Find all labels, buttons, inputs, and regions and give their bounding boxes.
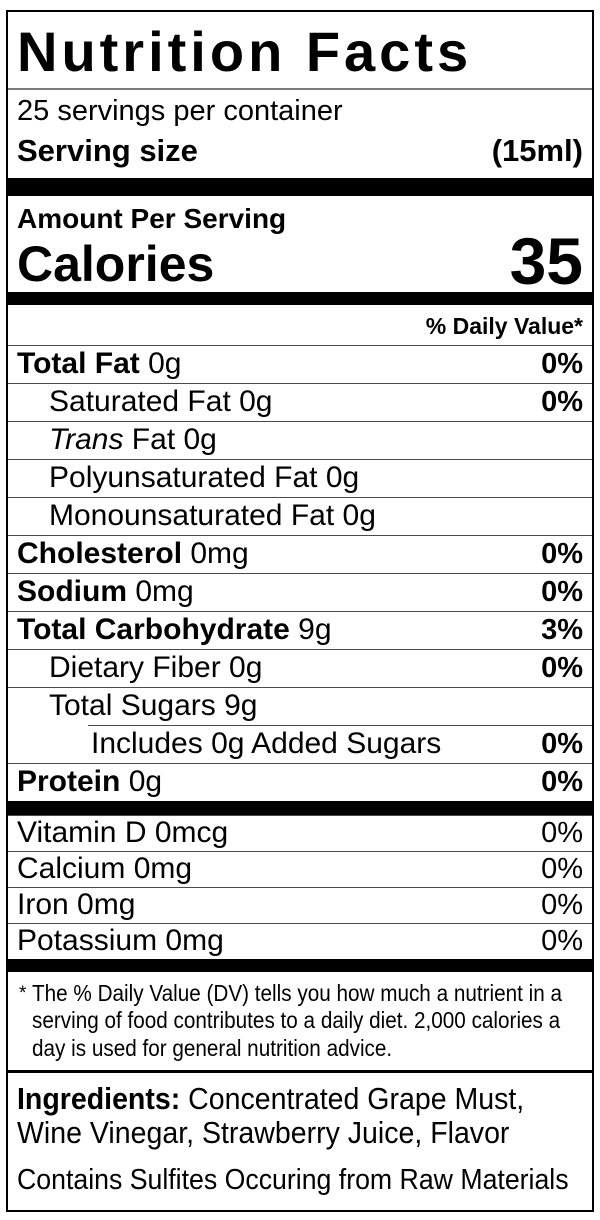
footnote-asterisk: * — [19, 982, 27, 1004]
nutrient-name: Protein 0g — [17, 765, 162, 799]
nutrient-amount: 9g — [289, 613, 332, 646]
row-saturated-fat: Saturated Fat 0g 0% — [8, 382, 592, 421]
servings-per-container: 25 servings per container — [17, 95, 343, 128]
contains-statement: Contains Sulfites Occuring from Raw Mate… — [8, 1149, 592, 1210]
ingredients-text: Concentrated Grape Must, — [180, 1081, 525, 1117]
nutrient-amount: Vitamin D 0mcg — [17, 816, 229, 849]
nutrient-amount: 0mg — [182, 537, 249, 570]
thick-separator-bar — [8, 291, 592, 305]
row-trans-fat: Trans Fat 0g — [8, 420, 592, 459]
row-iron: Iron 0mg 0% — [8, 886, 592, 923]
daily-value: 0% — [541, 651, 583, 684]
ingredients-label: Ingredients: — [17, 1081, 181, 1117]
nutrient-name: Total Fat 0g — [17, 347, 182, 381]
daily-value: 3% — [541, 613, 583, 646]
row-cholesterol: Cholesterol 0mg 0% — [8, 534, 592, 573]
row-added-sugars: Includes 0g Added Sugars 0% — [8, 724, 592, 763]
thick-separator-bar — [8, 178, 592, 197]
ingredients-line: Ingredients: Concentrated Grape Must, — [17, 1082, 538, 1115]
row-polyunsaturated-fat: Polyunsaturated Fat 0g — [8, 458, 592, 497]
row-calcium: Calcium 0mg 0% — [8, 850, 592, 887]
nutrient-amount: Monounsaturated Fat 0g — [49, 499, 376, 532]
daily-value: 0% — [541, 816, 583, 849]
nutrient-amount: Total Sugars 9g — [49, 689, 258, 722]
nutrient-name-bold: Sodium — [17, 575, 127, 608]
nutrient-name: Saturated Fat 0g — [17, 385, 272, 419]
row-vitamin-d: Vitamin D 0mcg 0% — [8, 814, 592, 851]
daily-value: 0% — [541, 347, 583, 380]
nutrient-name: Potassium 0mg — [17, 924, 224, 958]
row-protein: Protein 0g 0% — [8, 762, 592, 801]
daily-value: 0% — [541, 537, 583, 570]
nutrient-amount: Calcium 0mg — [17, 852, 193, 885]
nutrient-name: Vitamin D 0mcg — [17, 816, 228, 850]
nutrient-name: Cholesterol 0mg — [17, 537, 249, 571]
daily-value: 0% — [541, 888, 583, 921]
footnote-line: serving of food contributes to a daily d… — [32, 1007, 561, 1034]
daily-value: 0% — [541, 727, 583, 760]
nutrient-name: Includes 0g Added Sugars — [17, 727, 441, 761]
nutrient-amount: Fat 0g — [123, 423, 217, 456]
nutrient-amount: Includes 0g Added Sugars — [91, 727, 442, 760]
footnote-line: The % Daily Value (DV) tells you how muc… — [32, 979, 563, 1006]
calories-section: Amount Per Serving Calories 35 — [8, 196, 592, 299]
daily-value: 0% — [541, 385, 583, 418]
nutrient-amount: 0mg — [127, 575, 194, 608]
row-total-sugars: Total Sugars 9g — [8, 686, 592, 725]
label-title: Nutrition Facts — [8, 12, 592, 91]
thick-separator-bar — [8, 958, 592, 972]
row-potassium: Potassium 0mg 0% — [8, 922, 592, 959]
nutrient-name: Monounsaturated Fat 0g — [17, 499, 376, 533]
row-sodium: Sodium 0mg 0% — [8, 572, 592, 611]
nutrient-amount: Dietary Fiber 0g — [49, 651, 263, 684]
nutrition-facts-label: Nutrition Facts 25 servings per containe… — [6, 10, 594, 1213]
daily-value-footnote: * The % Daily Value (DV) tells you how m… — [8, 972, 592, 1071]
nutrient-name: Calcium 0mg — [17, 852, 192, 886]
ingredients-section: Ingredients: Concentrated Grape Must, Wi… — [8, 1073, 592, 1149]
footnote-line: day is used for general nutrition advice… — [32, 1034, 393, 1061]
nutrient-name: Sodium 0mg — [17, 575, 194, 609]
row-dietary-fiber: Dietary Fiber 0g 0% — [8, 648, 592, 687]
nutrient-name: Dietary Fiber 0g — [17, 651, 262, 685]
calories-left: Amount Per Serving Calories — [17, 203, 286, 288]
thick-separator-bar — [8, 800, 592, 815]
nutrient-name: Trans Fat 0g — [17, 423, 217, 457]
nutrient-amount: 0g — [139, 347, 182, 380]
nutrient-amount: Saturated Fat 0g — [49, 385, 273, 418]
nutrient-amount: 0g — [120, 765, 163, 798]
amount-per-serving-label: Amount Per Serving — [17, 203, 287, 235]
daily-value: 0% — [541, 765, 583, 798]
row-monounsaturated-fat: Monounsaturated Fat 0g — [8, 496, 592, 535]
nutrient-name-italic: Trans — [49, 423, 124, 456]
serving-size-row: Serving size (15ml) — [8, 128, 592, 178]
contains-text: Contains Sulfites Occuring from Raw Mate… — [17, 1164, 569, 1197]
daily-value-header: % Daily Value* — [425, 312, 583, 339]
nutrient-name-bold: Cholesterol — [17, 537, 183, 570]
calories-label: Calories — [17, 235, 215, 292]
ingredients-divider — [8, 1070, 592, 1074]
calories-value: 35 — [509, 224, 583, 299]
daily-value: 0% — [541, 575, 583, 608]
nutrient-name-bold: Total Carbohydrate — [17, 613, 290, 646]
daily-value: 0% — [541, 852, 583, 885]
nutrient-name-bold: Total Fat — [17, 347, 140, 380]
nutrient-name: Polyunsaturated Fat 0g — [17, 461, 359, 495]
nutrient-amount: Potassium 0mg — [17, 924, 224, 957]
ingredients-line: Wine Vinegar, Strawberry Juice, Flavor — [17, 1114, 510, 1150]
serving-size-label: Serving size — [17, 133, 198, 169]
nutrient-amount: Iron 0mg — [17, 888, 136, 921]
nutrient-name: Total Carbohydrate 9g — [17, 613, 332, 647]
serving-size-value: (15ml) — [491, 133, 583, 169]
nutrient-amount: Polyunsaturated Fat 0g — [49, 461, 360, 494]
nutrient-name-bold: Protein — [17, 765, 121, 798]
row-total-carbohydrate: Total Carbohydrate 9g 3% — [8, 610, 592, 649]
row-total-fat: Total Fat 0g 0% — [8, 344, 592, 383]
daily-value: 0% — [541, 924, 583, 957]
nutrient-name: Iron 0mg — [17, 888, 135, 922]
nutrient-name: Total Sugars 9g — [17, 689, 257, 723]
footnote-text: The % Daily Value (DV) tells you how muc… — [32, 980, 600, 1063]
